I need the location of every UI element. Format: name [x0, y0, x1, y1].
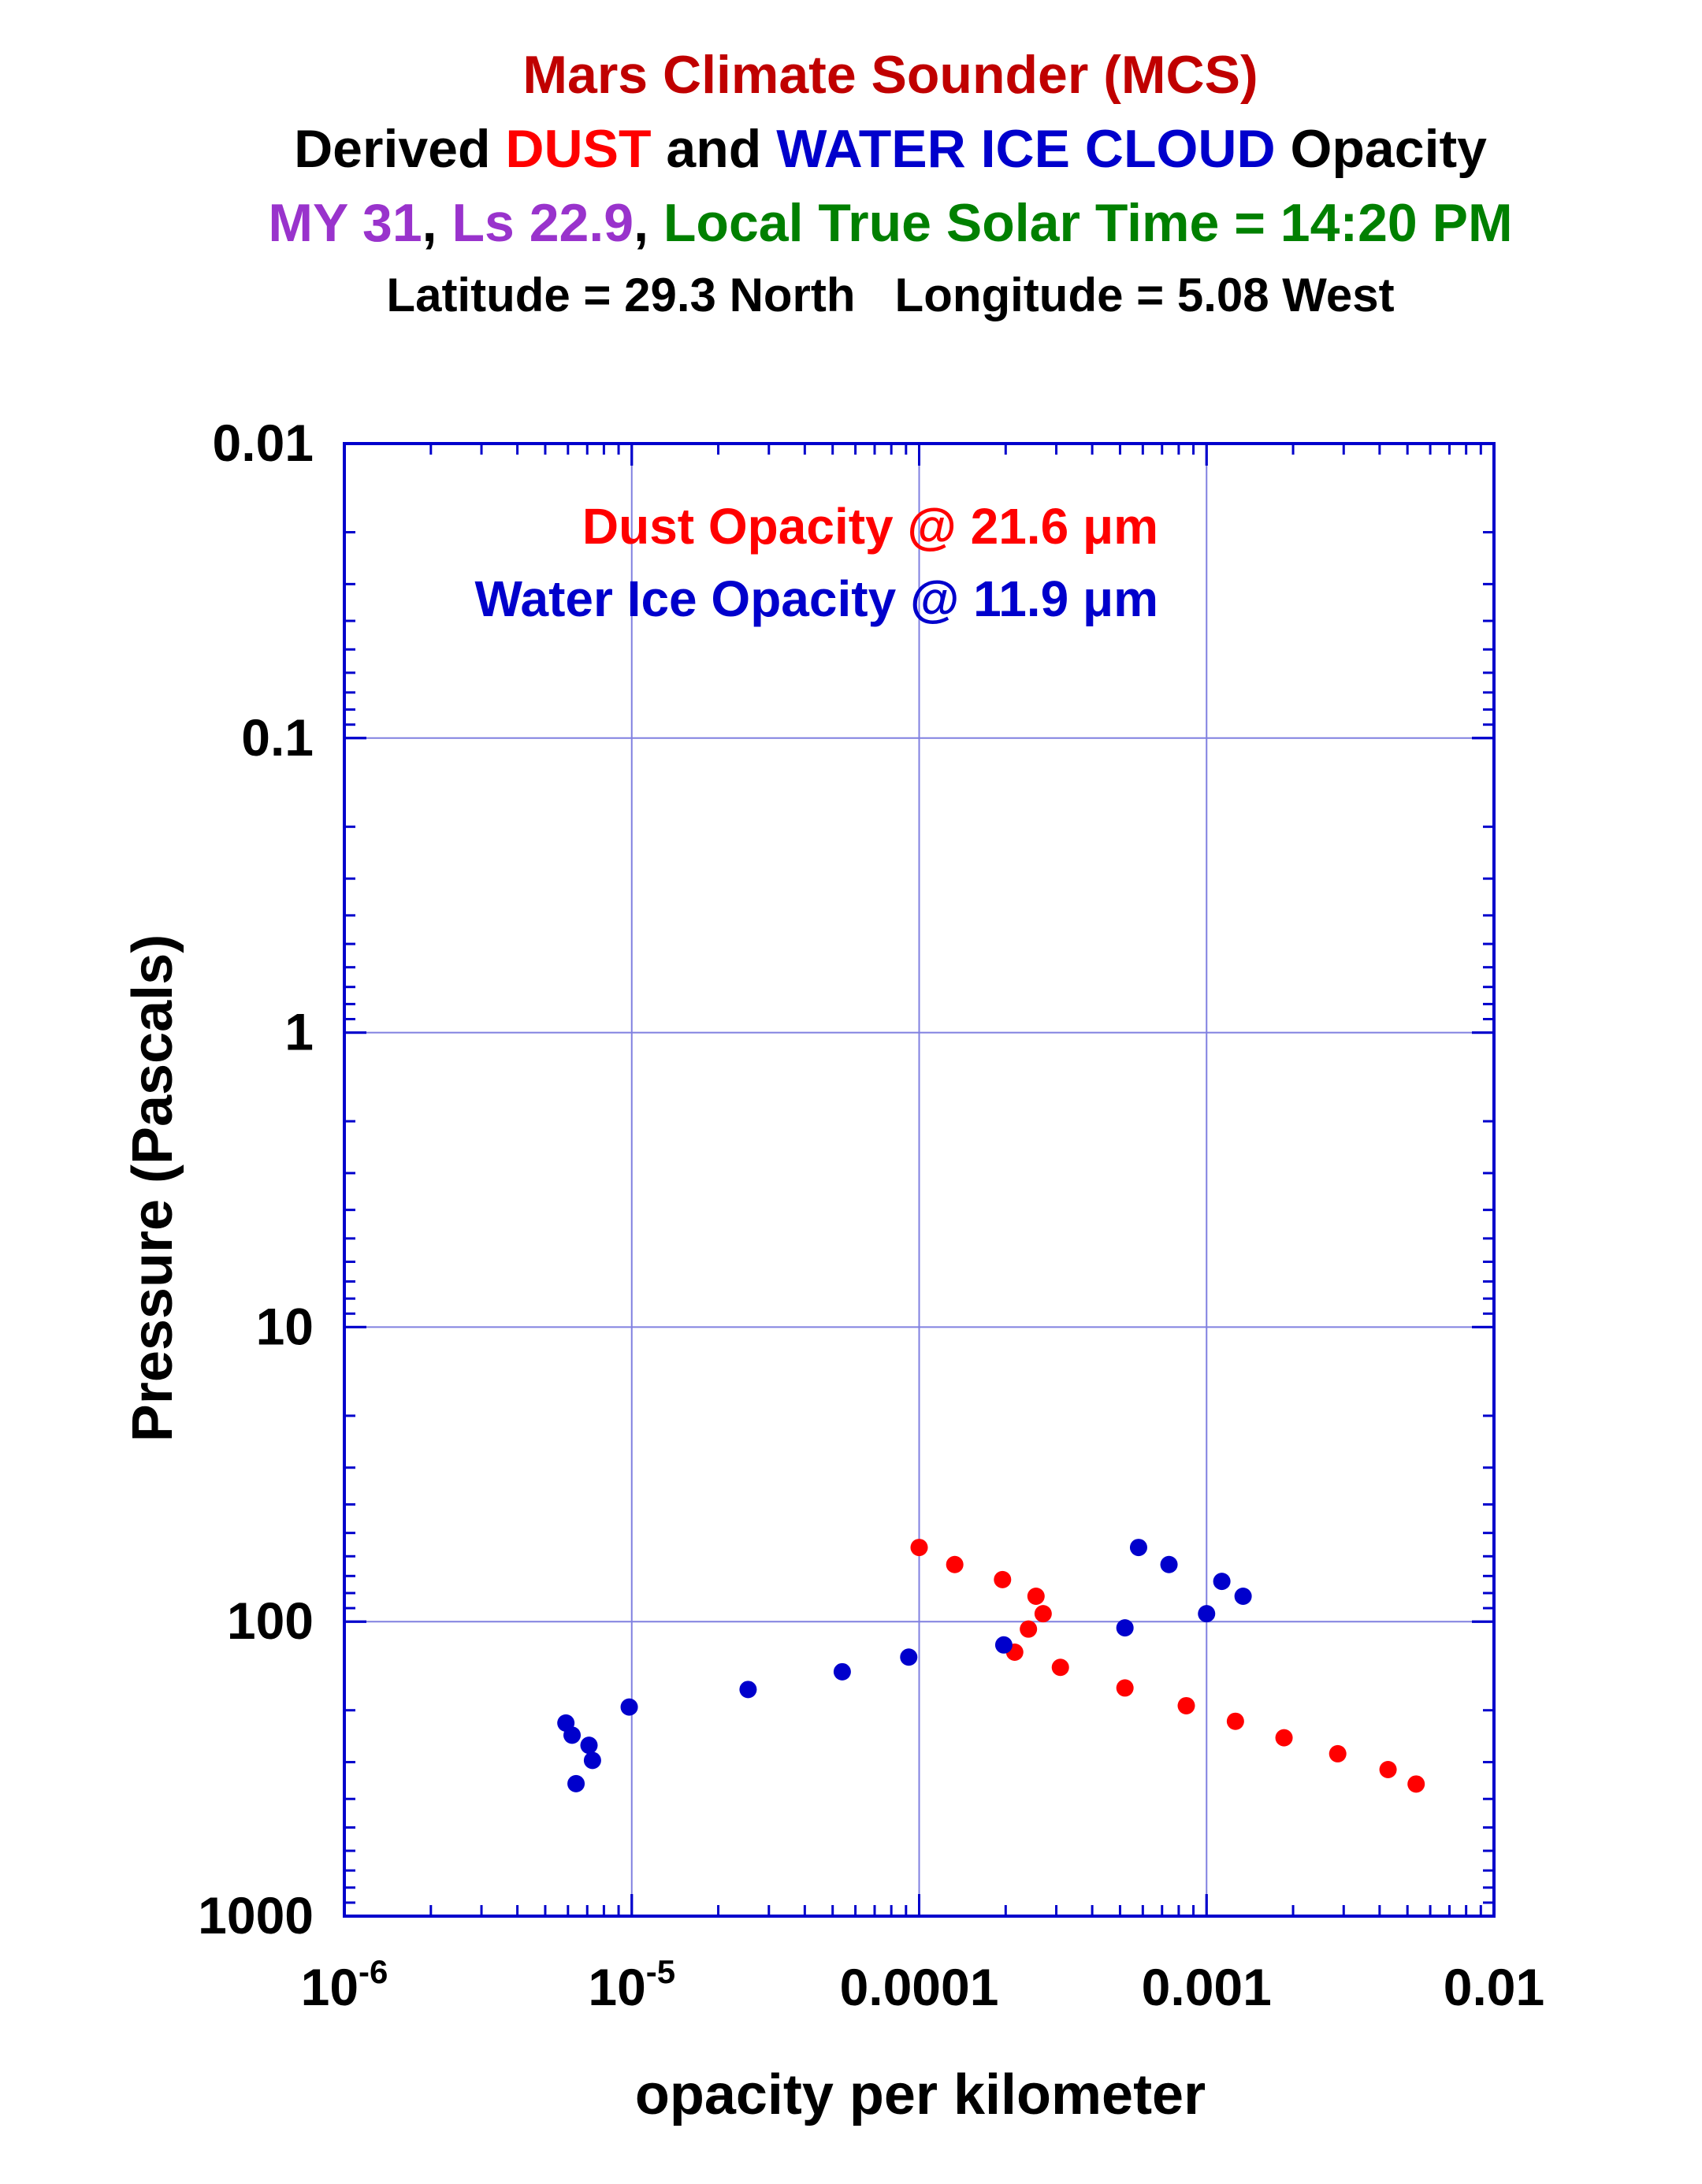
- title-line-3-ls: Ls 22.9: [452, 193, 634, 253]
- dust-series: [910, 1539, 1425, 1793]
- x-tick-label: 0.001: [1142, 1958, 1272, 2016]
- dust-point: [1407, 1775, 1425, 1793]
- ice-point: [620, 1698, 638, 1716]
- title-line-1: Mars Climate Sounder (MCS): [522, 45, 1258, 105]
- y-tick-labels: 0.01 0.1 1 10 100 1000: [198, 414, 314, 1944]
- ice-point: [1116, 1619, 1134, 1637]
- dust-point: [1051, 1658, 1069, 1677]
- ice-point: [563, 1726, 582, 1744]
- y-tick-label: 1000: [198, 1886, 314, 1944]
- dust-point: [1379, 1761, 1397, 1779]
- y-axis-label: Pressure (Pascals): [121, 934, 184, 1442]
- ice-point: [833, 1662, 851, 1681]
- ice-series: [557, 1539, 1252, 1792]
- y-tick-label: 0.01: [213, 414, 314, 472]
- ice-point: [583, 1751, 601, 1770]
- legend: Dust Opacity @ 21.6 μm Water Ice Opacity…: [474, 498, 1158, 627]
- x-tick-label: 0.01: [1444, 1958, 1544, 2016]
- x-tick-label: 10-5: [588, 1953, 675, 2016]
- ice-point: [900, 1648, 918, 1666]
- ice-point: [580, 1736, 598, 1755]
- dust-point: [1275, 1729, 1293, 1747]
- x-tick-label: 0.0001: [840, 1958, 999, 2016]
- title-line-3-my: MY 31: [268, 193, 422, 253]
- title-line-4-text: Latitude = 29.3 North Longitude = 5.08 W…: [386, 269, 1394, 321]
- title-line-2: Derived DUST and WATER ICE CLOUD Opacity: [294, 119, 1487, 179]
- ice-point: [1234, 1587, 1252, 1605]
- legend-ice: Water Ice Opacity @ 11.9 μm: [474, 570, 1158, 627]
- title-line-2-ice: WATER ICE CLOUD: [776, 119, 1275, 179]
- ice-point: [567, 1774, 585, 1792]
- ice-point: [1213, 1573, 1231, 1591]
- dust-point: [994, 1570, 1012, 1588]
- x-tick-labels: 10-6 10-5 0.0001 0.001 0.01: [301, 1953, 1545, 2016]
- dust-point: [1116, 1679, 1134, 1697]
- title-line-3-sep1: ,: [422, 193, 452, 253]
- dust-point: [1020, 1620, 1038, 1638]
- ice-point: [1160, 1555, 1178, 1573]
- data-points: [557, 1539, 1425, 1793]
- dust-point: [1034, 1605, 1052, 1623]
- title-line-4: Latitude = 29.3 North Longitude = 5.08 W…: [386, 269, 1394, 321]
- y-tick-label: 10: [256, 1297, 314, 1355]
- title-line-2-opacity: Opacity: [1276, 119, 1487, 179]
- dust-point: [1177, 1696, 1195, 1714]
- ice-point: [994, 1636, 1013, 1654]
- x-tick-label: 10-6: [301, 1953, 388, 2016]
- dust-point: [1027, 1587, 1045, 1605]
- title-line-3-sep2: ,: [634, 193, 663, 253]
- title-line-2-derived: Derived: [294, 119, 505, 179]
- dust-point: [1226, 1712, 1244, 1730]
- dust-point: [1329, 1744, 1347, 1762]
- legend-dust: Dust Opacity @ 21.6 μm: [582, 498, 1158, 555]
- y-tick-label: 1: [284, 1003, 314, 1061]
- title-line-3-lst: Local True Solar Time = 14:20 PM: [663, 193, 1513, 253]
- title-line-3: MY 31, Ls 22.9, Local True Solar Time = …: [268, 193, 1512, 253]
- y-tick-label: 0.1: [241, 708, 314, 767]
- dust-point: [910, 1539, 928, 1557]
- grid-lines: [344, 443, 1495, 1917]
- plot-frame: [343, 442, 1496, 1918]
- title-line-1-text: Mars Climate Sounder (MCS): [522, 45, 1258, 105]
- chart-title: Mars Climate Sounder (MCS) Derived DUST …: [268, 45, 1512, 321]
- title-line-2-and: and: [652, 119, 777, 179]
- ice-point: [1129, 1539, 1147, 1557]
- y-tick-label: 100: [227, 1592, 314, 1650]
- dust-point: [946, 1555, 964, 1573]
- ice-point: [1198, 1605, 1216, 1623]
- x-axis-label: opacity per kilometer: [635, 2063, 1206, 2126]
- ice-point: [739, 1681, 757, 1699]
- title-line-2-dust: DUST: [505, 119, 651, 179]
